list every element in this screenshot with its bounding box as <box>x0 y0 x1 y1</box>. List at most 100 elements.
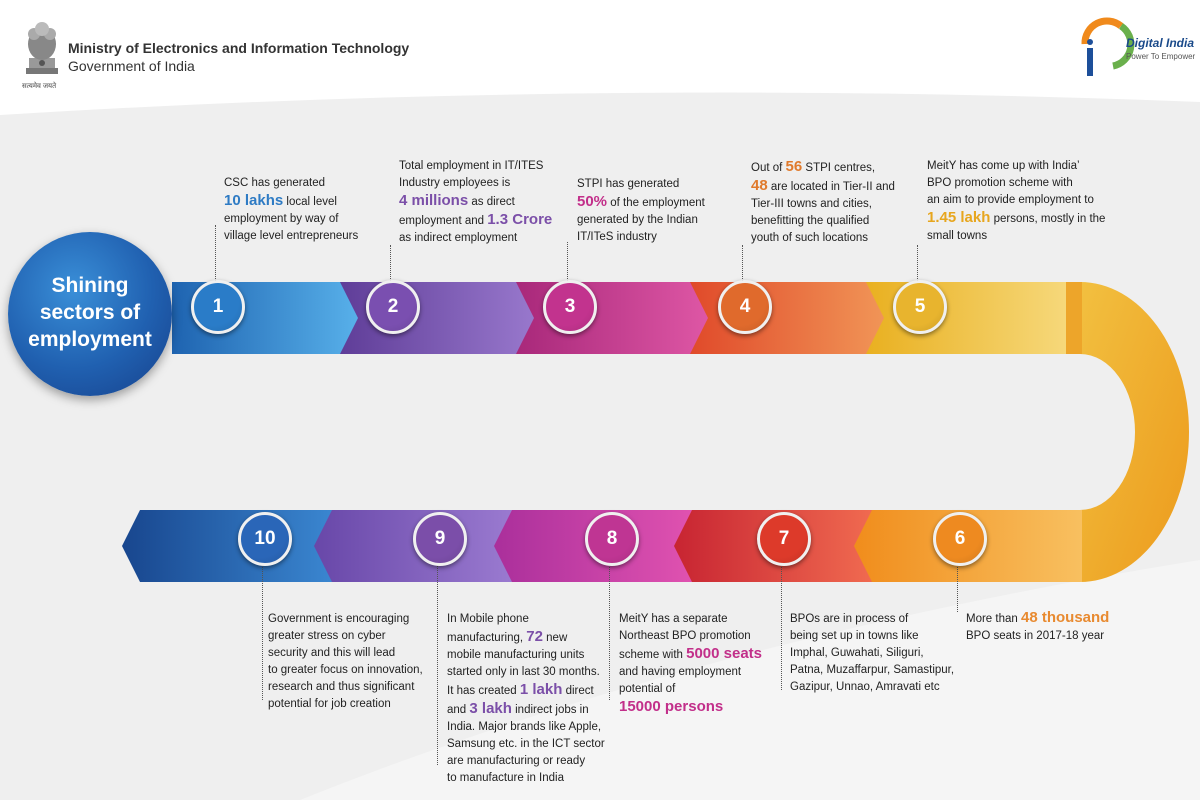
step-4-line: Out of 56 STPI centres, <box>751 158 895 177</box>
step-4-connector <box>742 245 743 283</box>
step-7-line: Imphal, Guwahati, Siliguri, <box>790 647 924 659</box>
step-10-badge: 10 <box>238 512 292 566</box>
step-3-line: 50% of the employment <box>577 193 705 212</box>
government-name: Government of India <box>68 58 195 74</box>
step-3-connector <box>567 242 568 283</box>
step-10-line: research and thus significant <box>268 681 415 693</box>
step-7-badge: 7 <box>757 512 811 566</box>
step-6-text: More than <box>966 613 1021 625</box>
step-9-line: and 3 lakh indirect jobs in <box>447 700 605 719</box>
step-2-description: Total employment in IT/ITES Industry empl… <box>399 158 552 247</box>
step-3-highlight: 50% <box>577 193 608 210</box>
step-8-badge: 8 <box>585 512 639 566</box>
step-4-line: benefitting the qualified <box>751 215 870 227</box>
step-8-line: and having employment <box>619 666 742 678</box>
step-10-connector <box>262 563 263 700</box>
ministry-name: Ministry of Electronics and Information … <box>68 40 410 56</box>
step-4-line: Tier-III towns and cities, <box>751 198 873 210</box>
step-7-line: Patna, Muzaffarpur, Samastipur, <box>790 664 955 676</box>
step-9-text: indirect jobs in <box>511 704 589 716</box>
step-8-line: 15000 persons <box>619 698 762 717</box>
step-6-highlight: 48 thousand <box>1020 609 1110 626</box>
hub-line-2: sectors of <box>39 301 141 324</box>
step-9-text: new <box>542 632 568 644</box>
step-2-line: Industry employees is <box>399 177 511 189</box>
step-9-line: mobile manufacturing units <box>447 649 585 661</box>
step-7-description: BPOs are in process of being set up in to… <box>790 611 954 696</box>
step-9-text: manufacturing, <box>447 632 527 644</box>
step-9-line: India. Major brands like Apple, <box>447 721 602 733</box>
step-3-badge: 3 <box>543 280 597 334</box>
step-10-line: greater stress on cyber <box>268 630 386 642</box>
step-5-line: an aim to provide employment to <box>927 194 1094 206</box>
digital-india-title: Digital India <box>1126 36 1195 50</box>
step-8-line: scheme with 5000 seats <box>619 645 762 664</box>
national-emblem-icon <box>26 22 58 74</box>
step-6-connector <box>957 563 958 612</box>
step-9-text: and <box>447 704 470 716</box>
step-9-connector <box>437 563 438 765</box>
step-9-line: manufacturing, 72 new <box>447 628 605 647</box>
step-3-line: IT/ITeS industry <box>577 231 657 243</box>
step-9-badge: 9 <box>413 512 467 566</box>
step-4-highlight: 48 <box>751 177 768 194</box>
step-5-badge: 5 <box>893 280 947 334</box>
step-8-description: MeitY has a separate Northeast BPO promot… <box>619 611 762 717</box>
step-5-connector <box>917 245 918 283</box>
step-1-highlight: 10 lakhs <box>224 192 284 209</box>
step-1-text: local level <box>283 196 337 208</box>
step-2-highlight: 4 millions <box>399 192 469 209</box>
step-1-connector <box>215 225 216 283</box>
step-9-line: are manufacturing or ready <box>447 755 586 767</box>
step-4-text: Out of <box>751 162 786 174</box>
step-9-description: In Mobile phone manufacturing, 72 new mobi… <box>447 611 605 787</box>
step-8-highlight: 5000 seats <box>686 645 763 662</box>
step-9-highlight: 1 lakh <box>519 681 563 698</box>
step-2-connector <box>390 245 391 283</box>
step-8-line: MeitY has a separate <box>619 613 728 625</box>
step-4-text: are located in Tier-II and <box>767 181 895 193</box>
step-8-highlight: 15000 persons <box>619 698 724 715</box>
step-6-line: More than 48 thousand <box>966 609 1109 628</box>
step-9-line: Samsung etc. in the ICT sector <box>447 738 605 750</box>
step-9-line: started only in last 30 months. <box>447 666 600 678</box>
step-4-highlight: 56 <box>785 158 803 175</box>
step-10-line: security and this will lead <box>268 647 396 659</box>
step-5-text: persons, mostly in the <box>990 213 1106 225</box>
step-2-highlight: 1.3 Crore <box>487 211 553 228</box>
step-8-text: scheme with <box>619 649 687 661</box>
step-2-text: employment and <box>399 215 488 227</box>
step-2-badge: 2 <box>366 280 420 334</box>
step-2-text: as direct <box>468 196 515 208</box>
digital-india-logo-icon <box>1081 17 1135 76</box>
title-hub: Shining sectors of employment <box>8 232 172 396</box>
step-5-highlight: 1.45 lakh <box>927 209 991 226</box>
step-3-line: STPI has generated <box>577 178 680 190</box>
step-5-description: MeitY has come up with India’ BPO promoti… <box>927 158 1105 245</box>
step-5-line: 1.45 lakh persons, mostly in the <box>927 209 1105 228</box>
step-9-highlight: 3 lakh <box>469 700 512 717</box>
step-5-line: BPO promotion scheme with <box>927 177 1073 189</box>
hub-line-3: employment <box>28 328 152 351</box>
step-7-line: Gazipur, Unnao, Amravati etc <box>790 681 940 693</box>
step-8-connector <box>609 563 610 700</box>
step-10-line: to greater focus on innovation, <box>268 664 423 676</box>
step-4-line: youth of such locations <box>751 232 868 244</box>
step-10-line: potential for job creation <box>268 698 391 710</box>
step-8-line: potential of <box>619 683 676 695</box>
step-5-line: small towns <box>927 230 988 242</box>
digital-india-tagline: Power To Empower <box>1126 52 1196 61</box>
step-7-line: being set up in towns like <box>790 630 919 642</box>
step-8-line: Northeast BPO promotion <box>619 630 751 642</box>
step-7-line: BPOs are in process of <box>790 613 909 625</box>
step-4-badge: 4 <box>718 280 772 334</box>
step-9-line: to manufacture in India <box>447 772 564 784</box>
step-2-line: as indirect employment <box>399 232 518 244</box>
step-9-highlight: 72 <box>526 628 543 645</box>
step-1-line: village level entrepreneurs <box>224 230 359 242</box>
step-7-connector <box>781 563 782 690</box>
step-9-text: direct <box>562 685 594 697</box>
emblem-motto: सत्यमेव जयते <box>22 83 57 90</box>
step-3-text: of the employment <box>607 197 705 209</box>
